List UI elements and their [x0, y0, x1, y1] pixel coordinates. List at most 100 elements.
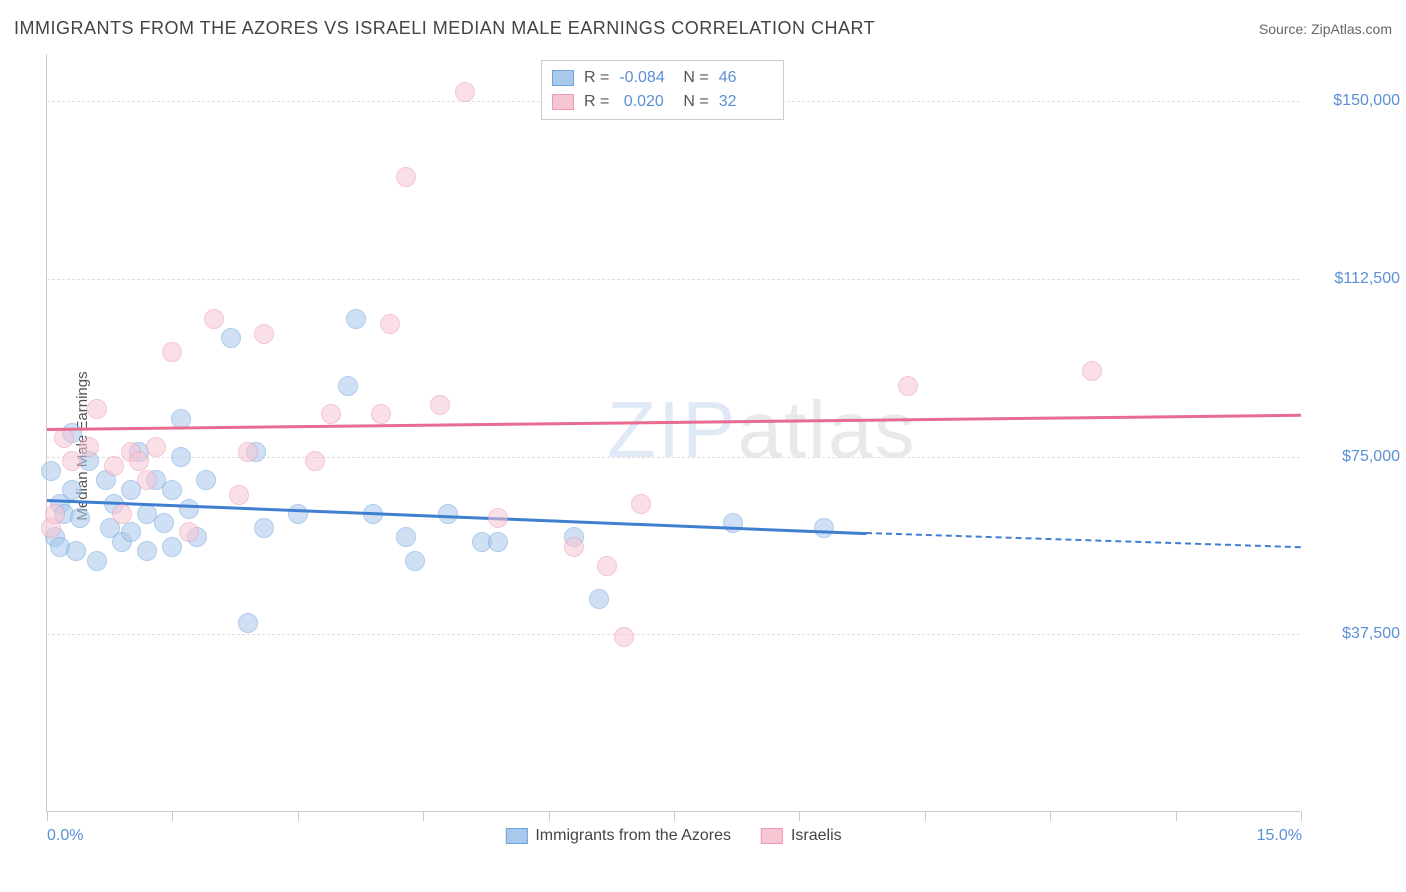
series-legend: Immigrants from the Azores Israelis	[505, 827, 841, 845]
data-point-azores	[288, 504, 308, 524]
stat-row-israelis: R = 0.020 N = 32	[552, 90, 773, 114]
data-point-azores	[488, 532, 508, 552]
stat-n-value: 32	[719, 90, 773, 114]
y-tick-label: $75,000	[1310, 448, 1400, 466]
data-point-israelis	[204, 309, 224, 329]
data-point-israelis	[430, 395, 450, 415]
x-tick	[172, 811, 173, 821]
x-end-label: 15.0%	[1257, 827, 1302, 845]
data-point-israelis	[614, 627, 634, 647]
trend-line-dashed-azores	[866, 532, 1301, 548]
data-point-israelis	[1082, 361, 1102, 381]
data-point-israelis	[87, 399, 107, 419]
data-point-azores	[179, 499, 199, 519]
data-point-israelis	[104, 456, 124, 476]
data-point-azores	[196, 470, 216, 490]
data-point-azores	[62, 480, 82, 500]
data-point-azores	[589, 589, 609, 609]
data-point-israelis	[45, 504, 65, 524]
watermark: ZIPatlas	[607, 384, 916, 476]
data-point-azores	[162, 480, 182, 500]
stat-r-label: R =	[584, 90, 609, 114]
data-point-azores	[162, 537, 182, 557]
x-tick	[674, 811, 675, 821]
data-point-israelis	[238, 442, 258, 462]
data-point-israelis	[179, 522, 199, 542]
data-point-azores	[87, 551, 107, 571]
data-point-israelis	[631, 494, 651, 514]
y-tick-label: $37,500	[1310, 625, 1400, 643]
data-point-azores	[238, 613, 258, 633]
gridline	[47, 634, 1300, 635]
data-point-israelis	[321, 404, 341, 424]
swatch-israelis	[761, 828, 783, 844]
x-tick	[47, 811, 48, 821]
scatter-plot-area: ZIPatlas $37,500$75,000$112,500$150,0000…	[46, 54, 1300, 812]
data-point-azores	[438, 504, 458, 524]
x-tick	[925, 811, 926, 821]
y-tick-label: $112,500	[1310, 270, 1400, 288]
swatch-azores	[505, 828, 527, 844]
data-point-israelis	[62, 451, 82, 471]
legend-label: Immigrants from the Azores	[535, 827, 731, 845]
data-point-israelis	[54, 428, 74, 448]
data-point-israelis	[396, 167, 416, 187]
y-tick-label: $150,000	[1310, 92, 1400, 110]
data-point-azores	[396, 527, 416, 547]
stat-r-value: 0.020	[619, 90, 673, 114]
data-point-azores	[338, 376, 358, 396]
data-point-azores	[121, 522, 141, 542]
data-point-azores	[254, 518, 274, 538]
data-point-israelis	[137, 470, 157, 490]
data-point-israelis	[488, 508, 508, 528]
data-point-azores	[171, 447, 191, 467]
data-point-israelis	[455, 82, 475, 102]
x-tick	[799, 811, 800, 821]
data-point-israelis	[305, 451, 325, 471]
x-tick	[1050, 811, 1051, 821]
data-point-azores	[346, 309, 366, 329]
stat-n-value: 46	[719, 66, 773, 90]
data-point-israelis	[79, 437, 99, 457]
data-point-azores	[221, 328, 241, 348]
x-start-label: 0.0%	[47, 827, 83, 845]
data-point-azores	[814, 518, 834, 538]
data-point-israelis	[380, 314, 400, 334]
x-tick	[549, 811, 550, 821]
data-point-azores	[66, 541, 86, 561]
stat-r-value: -0.084	[619, 66, 673, 90]
data-point-israelis	[129, 451, 149, 471]
data-point-israelis	[898, 376, 918, 396]
data-point-azores	[41, 461, 61, 481]
data-point-azores	[154, 513, 174, 533]
stat-r-label: R =	[584, 66, 609, 90]
data-point-israelis	[371, 404, 391, 424]
legend-item-israelis: Israelis	[761, 827, 842, 845]
data-point-azores	[137, 541, 157, 561]
x-tick	[1176, 811, 1177, 821]
data-point-azores	[70, 508, 90, 528]
trend-line-israelis	[47, 414, 1301, 431]
gridline	[47, 457, 1300, 458]
gridline	[47, 279, 1300, 280]
stat-row-azores: R = -0.084 N = 46	[552, 66, 773, 90]
data-point-israelis	[146, 437, 166, 457]
swatch-azores	[552, 70, 574, 86]
data-point-israelis	[112, 504, 132, 524]
swatch-israelis	[552, 94, 574, 110]
legend-label: Israelis	[791, 827, 842, 845]
data-point-israelis	[162, 342, 182, 362]
data-point-azores	[405, 551, 425, 571]
data-point-israelis	[229, 485, 249, 505]
correlation-stats-box: R = -0.084 N = 46 R = 0.020 N = 32	[541, 60, 784, 120]
x-tick	[1301, 811, 1302, 821]
data-point-azores	[723, 513, 743, 533]
data-point-israelis	[597, 556, 617, 576]
data-point-israelis	[254, 324, 274, 344]
stat-n-label: N =	[683, 90, 708, 114]
source-attribution: Source: ZipAtlas.com	[1259, 21, 1392, 37]
stat-n-label: N =	[683, 66, 708, 90]
chart-title: IMMIGRANTS FROM THE AZORES VS ISRAELI ME…	[14, 18, 875, 39]
data-point-israelis	[564, 537, 584, 557]
x-tick	[423, 811, 424, 821]
